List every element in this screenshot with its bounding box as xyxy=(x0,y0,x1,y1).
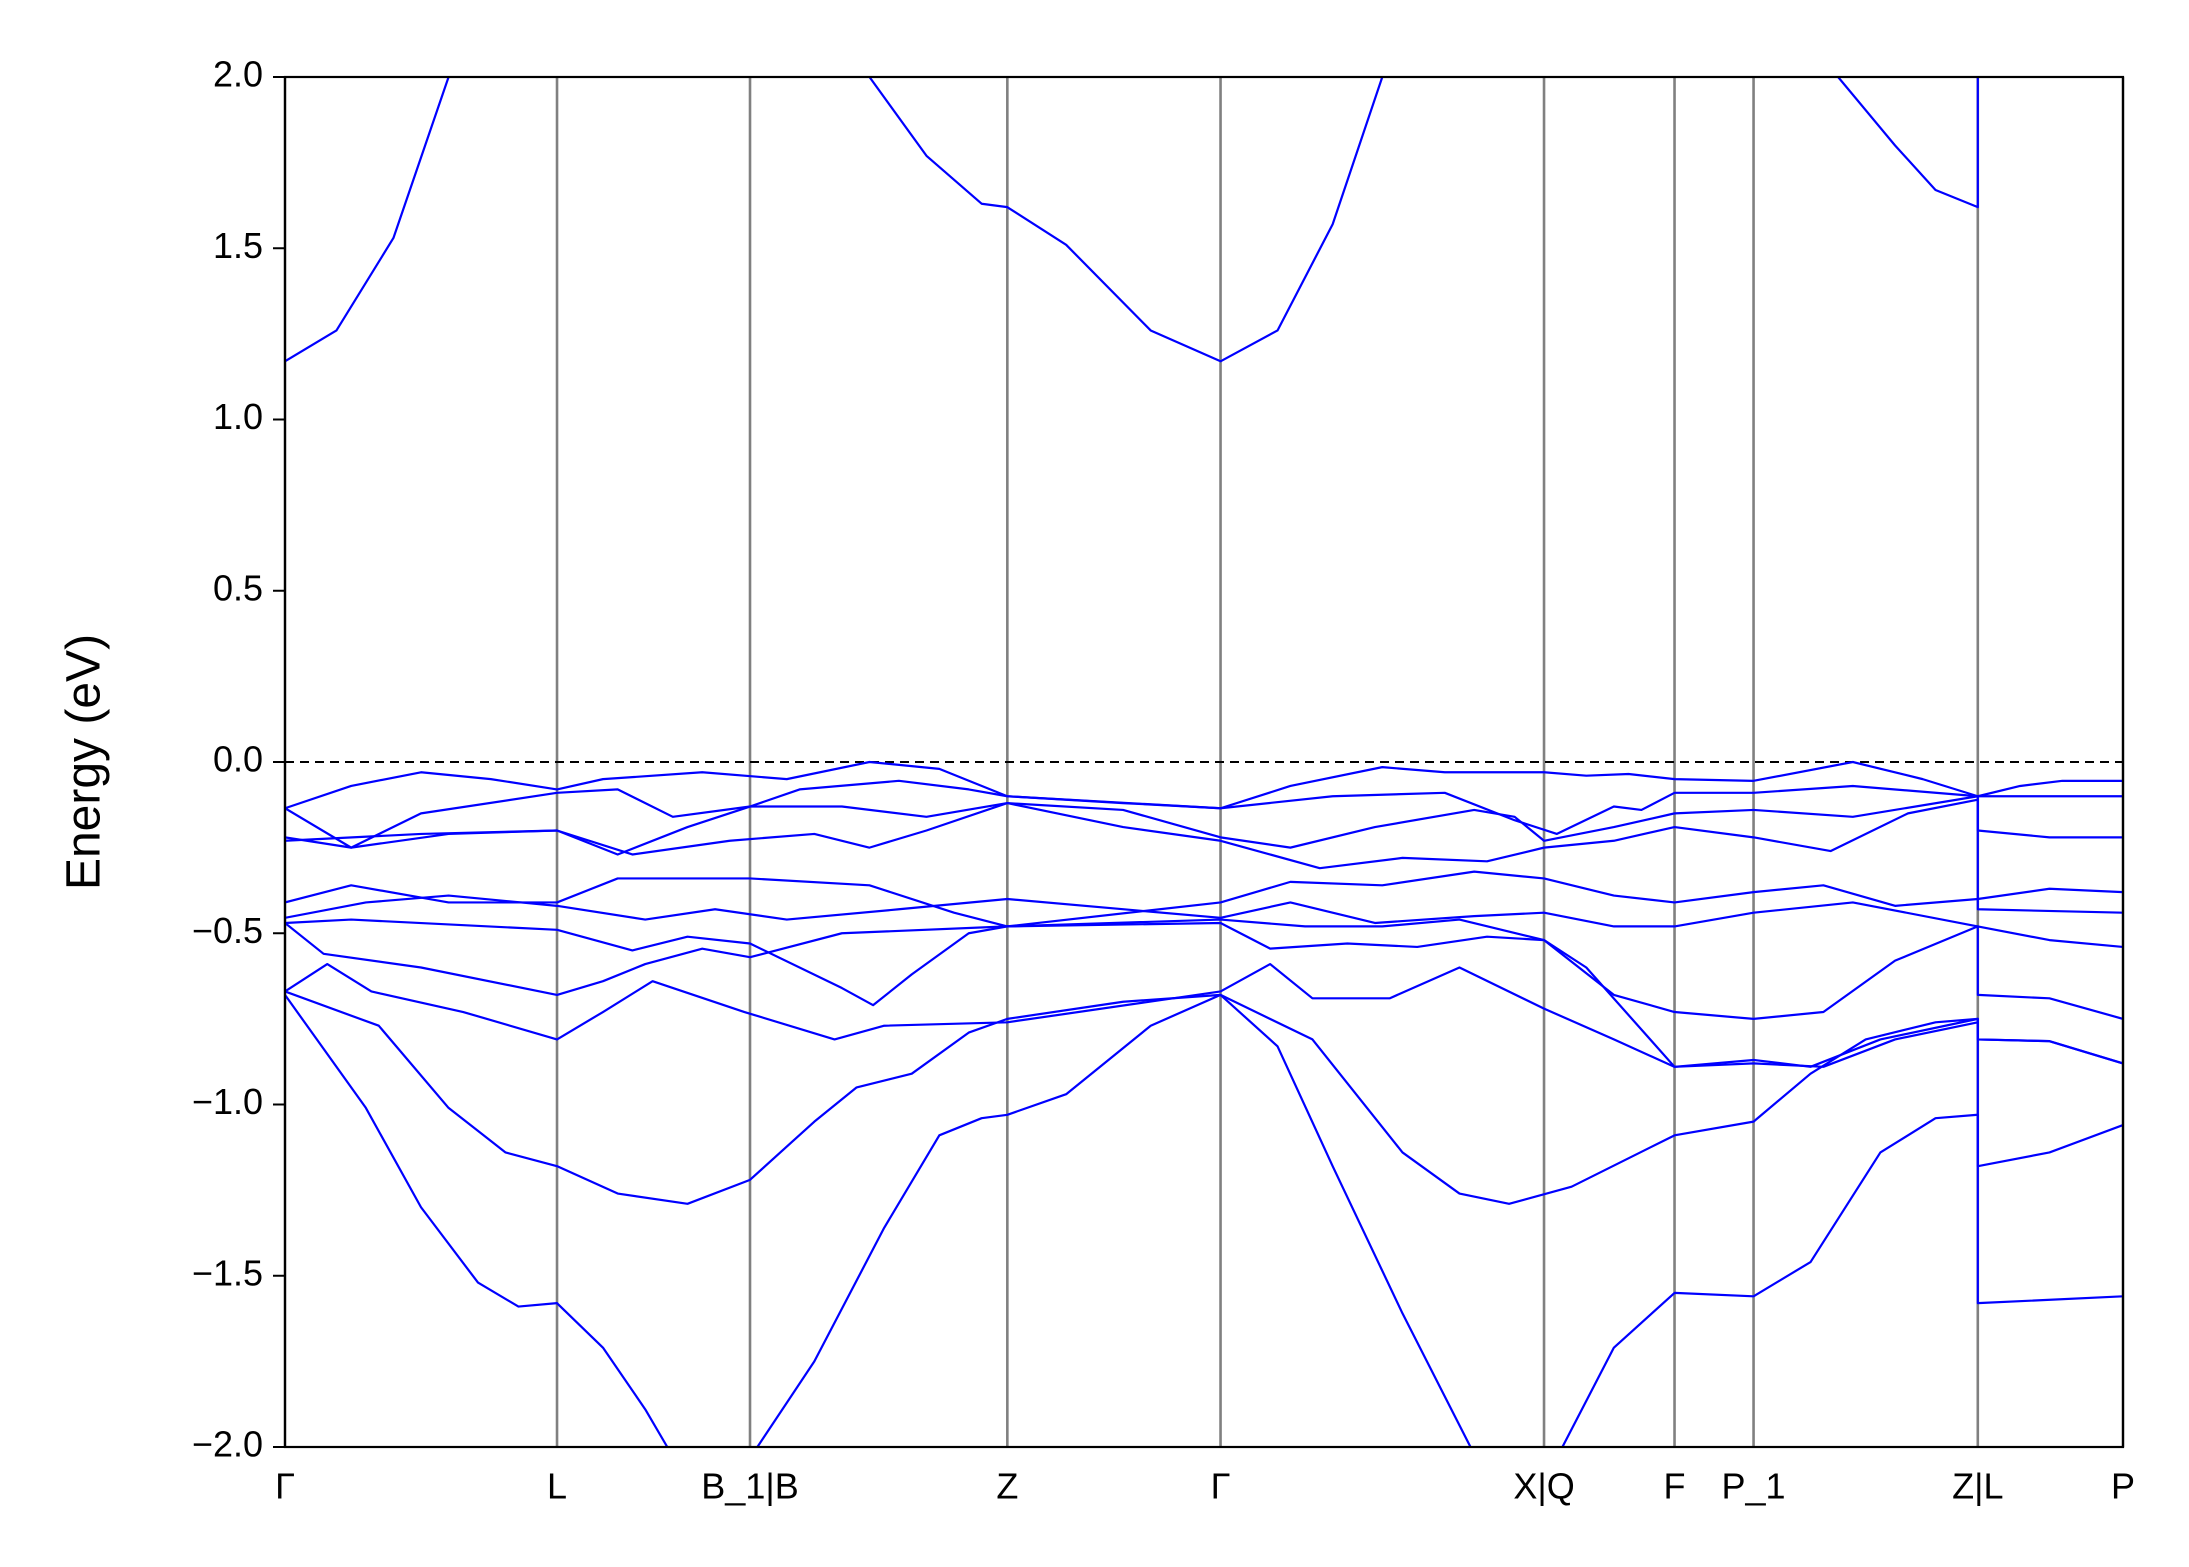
y-tick-label: −1.0 xyxy=(192,1081,263,1122)
x-tick-label: X|Q xyxy=(1513,1466,1574,1507)
x-tick-label: Z|L xyxy=(1952,1466,2003,1507)
band-line xyxy=(285,795,2123,856)
x-tick-label: P xyxy=(2111,1466,2135,1507)
x-tick-label: Γ xyxy=(275,1466,295,1507)
y-tick-label: 1.0 xyxy=(213,396,263,437)
band-line xyxy=(285,77,1979,363)
band-line xyxy=(285,779,2123,849)
y-tick-label: 0.5 xyxy=(213,567,263,608)
y-tick-label: −1.5 xyxy=(192,1252,263,1293)
x-tick-label: L xyxy=(547,1466,567,1507)
x-tick-label: B_1|B xyxy=(701,1466,798,1507)
band-line xyxy=(285,918,2123,1068)
band-line xyxy=(285,918,2123,1020)
x-tick-label: F xyxy=(1664,1466,1686,1507)
x-tick-label: P_1 xyxy=(1722,1466,1786,1507)
band-line xyxy=(285,894,2123,949)
y-tick-label: −2.0 xyxy=(192,1424,263,1465)
y-axis-label: Energy (eV) xyxy=(58,634,111,890)
band-line xyxy=(285,760,2123,810)
band-line xyxy=(285,993,2123,1447)
band-line xyxy=(285,990,2123,1205)
band-line xyxy=(285,962,2123,1068)
y-tick-label: 0.0 xyxy=(213,739,263,780)
band-line xyxy=(285,798,2123,901)
y-tick-label: 2.0 xyxy=(213,54,263,95)
band-layer xyxy=(285,77,2123,1447)
y-tick-label: 1.5 xyxy=(213,225,263,266)
y-tick-label: −0.5 xyxy=(192,910,263,951)
x-tick-label: Γ xyxy=(1211,1466,1231,1507)
band-line xyxy=(285,870,2123,928)
x-tick-label: Z xyxy=(996,1466,1018,1507)
plot-frame xyxy=(283,75,2125,1449)
axes-layer: Γ L B_1|B Z Γ X|Q F P_1 Z|L P −2.0 −1.5 −1.0 −0.5 0.0 0… xyxy=(192,54,2135,1507)
